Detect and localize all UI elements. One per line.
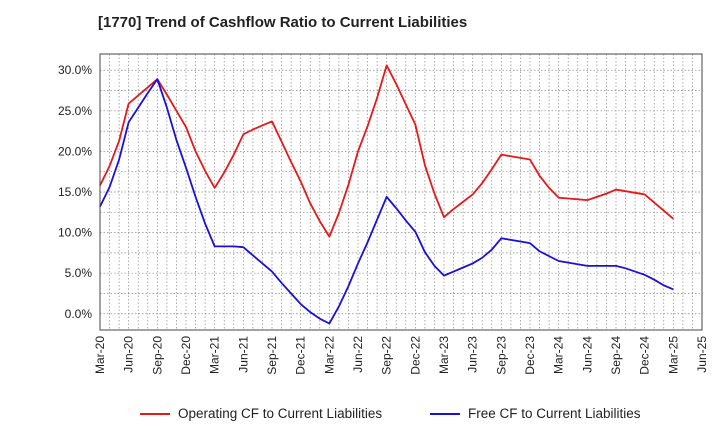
x-tick-label: Jun-22 bbox=[351, 336, 365, 373]
legend-item-0: Operating CF to Current Liabilities bbox=[140, 406, 382, 421]
legend-item-1: Free CF to Current Liabilities bbox=[430, 406, 641, 421]
plot-frame bbox=[99, 53, 703, 331]
x-tick-label: Mar-25 bbox=[666, 336, 680, 374]
x-tick-label: Jun-23 bbox=[466, 336, 480, 373]
x-tick-label: Dec-20 bbox=[179, 336, 193, 375]
x-tick-label: Sep-21 bbox=[265, 336, 279, 375]
chart-title: [1770] Trend of Cashflow Ratio to Curren… bbox=[98, 14, 468, 31]
x-axis-ticks: Mar-20 Jun-20 Sep-20 Dec-20 Mar-21 Jun-21 Sep-… bbox=[93, 336, 709, 375]
x-tick-label: Sep-24 bbox=[609, 336, 623, 375]
x-tick-label: Dec-22 bbox=[408, 336, 422, 375]
legend-swatch bbox=[430, 412, 460, 415]
x-tick-label: Dec-23 bbox=[523, 336, 537, 375]
legend-label: Free CF to Current Liabilities bbox=[468, 406, 641, 421]
x-tick-label: Sep-20 bbox=[150, 336, 164, 375]
x-tick-label: Mar-23 bbox=[437, 336, 451, 374]
y-tick-label: 5.0% bbox=[65, 266, 93, 280]
x-tick-label: Jun-20 bbox=[122, 336, 136, 373]
series-layer bbox=[99, 64, 674, 325]
x-tick-label: Mar-21 bbox=[208, 336, 222, 374]
x-tick-label: Sep-23 bbox=[494, 336, 508, 375]
legend-swatch bbox=[140, 412, 170, 415]
legend: Operating CF to Current Liabilities Free … bbox=[0, 400, 720, 430]
y-tick-label: 25.0% bbox=[58, 104, 92, 118]
x-tick-label: Mar-22 bbox=[322, 336, 336, 374]
x-tick-label: Dec-21 bbox=[294, 336, 308, 375]
x-tick-label: Jun-21 bbox=[236, 336, 250, 373]
y-tick-label: 20.0% bbox=[58, 144, 92, 158]
x-tick-label: Mar-24 bbox=[552, 336, 566, 374]
legend-label: Operating CF to Current Liabilities bbox=[178, 406, 383, 421]
x-tick-label: Mar-20 bbox=[93, 336, 107, 374]
series-line-0 bbox=[99, 64, 674, 238]
y-tick-label: 15.0% bbox=[58, 185, 92, 199]
x-tick-label: Jun-24 bbox=[580, 336, 594, 373]
x-tick-label: Jun-25 bbox=[695, 336, 709, 373]
y-tick-label: 10.0% bbox=[58, 226, 92, 240]
y-tick-label: 0.0% bbox=[65, 307, 93, 321]
x-tick-label: Sep-22 bbox=[380, 336, 394, 375]
x-tick-label: Dec-24 bbox=[638, 336, 652, 375]
y-tick-label: 30.0% bbox=[58, 63, 92, 77]
series-line-1 bbox=[99, 78, 674, 325]
y-axis-ticks: 0.0% 5.0% 10.0% 15.0% 20.0% 25.0% 30.0% bbox=[58, 63, 92, 321]
